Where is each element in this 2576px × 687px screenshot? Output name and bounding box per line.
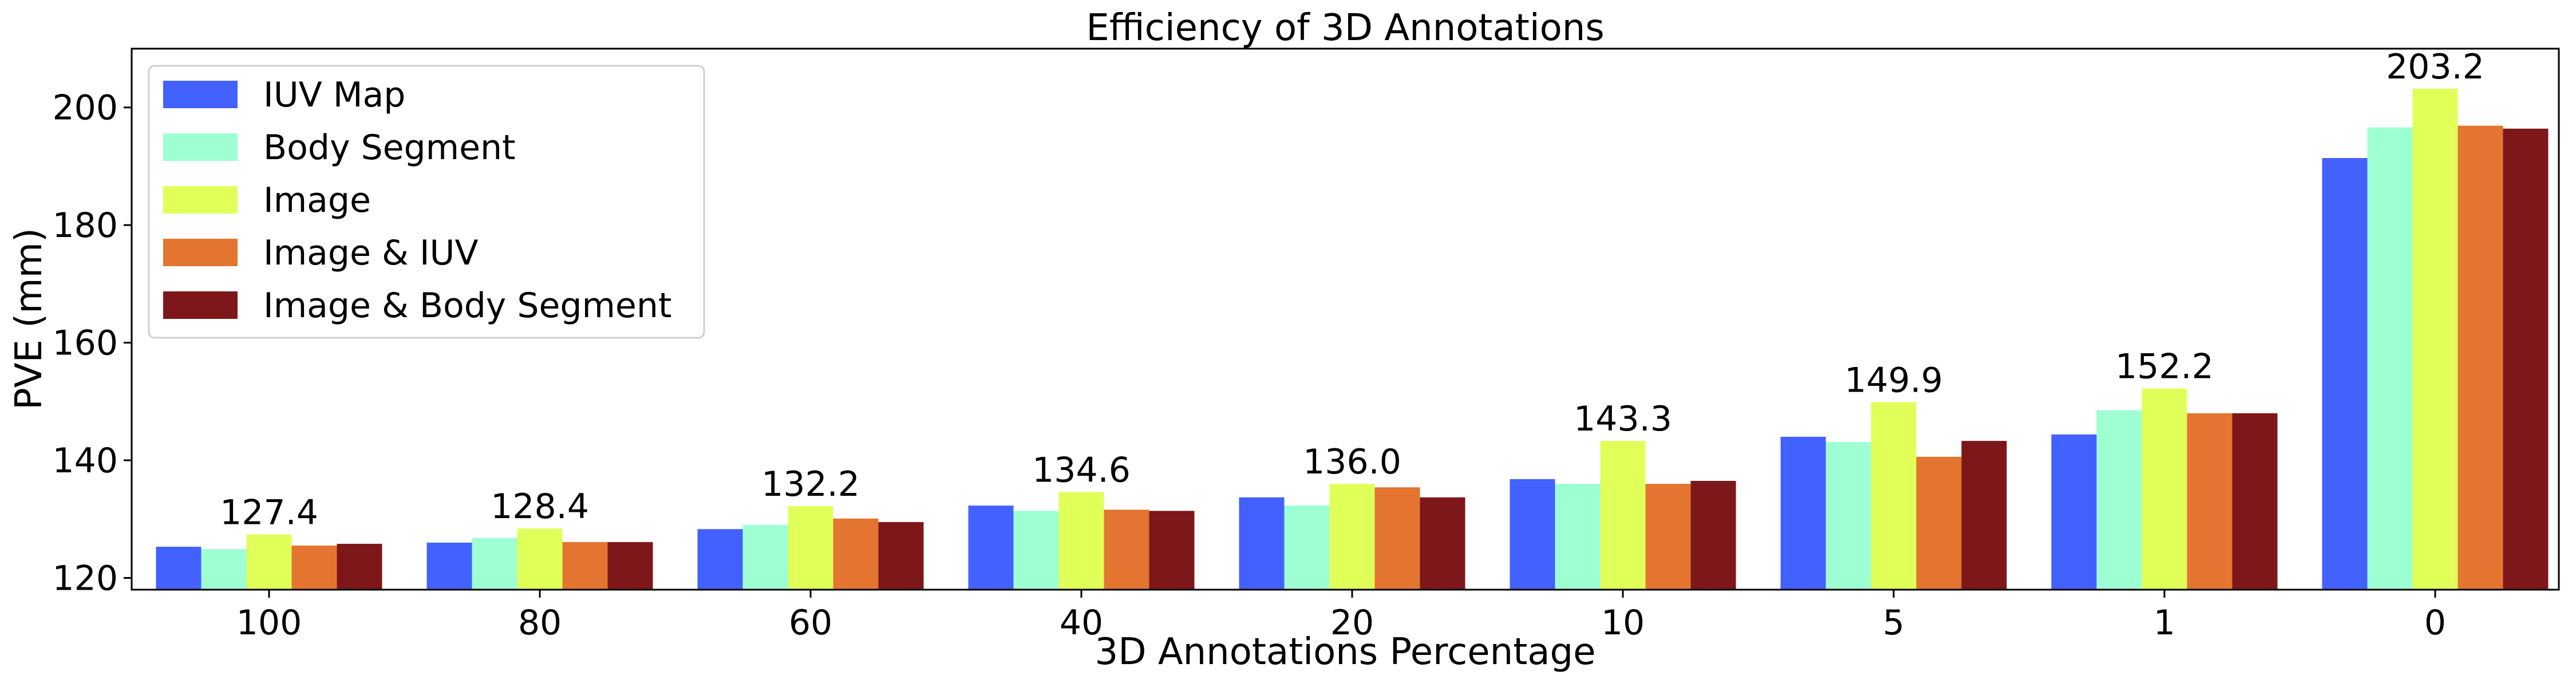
bar bbox=[2187, 413, 2233, 590]
legend-label: Image & Body Segment bbox=[263, 286, 671, 326]
legend-swatch bbox=[163, 186, 238, 214]
bar bbox=[1420, 497, 1465, 590]
bar bbox=[1104, 510, 1149, 590]
legend-label: Image bbox=[263, 180, 371, 220]
bar bbox=[246, 534, 292, 590]
x-tick-label: 10 bbox=[1601, 603, 1645, 643]
bars-layer bbox=[156, 88, 2549, 590]
legend-swatch bbox=[163, 133, 238, 161]
bar bbox=[2367, 127, 2413, 590]
bar bbox=[968, 506, 1014, 590]
bar bbox=[1149, 511, 1195, 590]
bar bbox=[788, 506, 833, 590]
legend-items: IUV Map Body Segment Image Image & IUV Image… bbox=[163, 75, 671, 326]
bar bbox=[1600, 441, 1646, 590]
data-labels-layer: 127.4 128.4 132.2 134.6 136.0 143.3 149.9 152.2… bbox=[220, 47, 2484, 533]
bar bbox=[1374, 487, 1420, 590]
bar bbox=[742, 525, 788, 590]
bar bbox=[1871, 402, 1917, 590]
data-label: 127.4 bbox=[220, 492, 318, 532]
bar bbox=[291, 545, 337, 590]
bar bbox=[2412, 88, 2458, 590]
bar bbox=[426, 542, 472, 590]
bar bbox=[562, 542, 608, 590]
y-axis: 120 140 160 180 200 bbox=[52, 88, 132, 598]
chart-title: Efficiency of 3D Annotations bbox=[1086, 7, 1604, 49]
data-label: 149.9 bbox=[1844, 360, 1943, 400]
bar bbox=[697, 529, 743, 590]
data-label: 143.3 bbox=[1574, 399, 1672, 439]
data-label: 203.2 bbox=[2386, 47, 2484, 87]
legend-swatch bbox=[163, 81, 238, 108]
y-tick-label: 160 bbox=[52, 323, 118, 364]
legend-swatch bbox=[163, 239, 238, 266]
x-tick-label: 60 bbox=[789, 603, 832, 643]
bar bbox=[1284, 506, 1330, 590]
legend-label: IUV Map bbox=[263, 75, 405, 115]
bar bbox=[2142, 388, 2187, 590]
data-label: 134.6 bbox=[1032, 450, 1131, 490]
bar bbox=[2458, 125, 2503, 590]
x-tick-label: 100 bbox=[236, 603, 302, 643]
y-tick-label: 200 bbox=[52, 88, 118, 128]
bar bbox=[1826, 442, 1871, 590]
legend-label: Image & IUV bbox=[263, 233, 479, 273]
bar bbox=[517, 528, 563, 590]
bar bbox=[1058, 492, 1104, 590]
bar bbox=[1510, 479, 1555, 590]
x-tick-label: 80 bbox=[518, 603, 562, 643]
data-label: 132.2 bbox=[761, 464, 860, 504]
bar bbox=[2232, 413, 2278, 590]
bar bbox=[1329, 484, 1375, 590]
bar bbox=[1916, 456, 1962, 590]
x-tick-label: 20 bbox=[1330, 603, 1374, 643]
bar bbox=[1780, 436, 1826, 590]
bar bbox=[1961, 441, 2007, 590]
legend-swatch bbox=[163, 291, 238, 319]
bar bbox=[607, 542, 653, 590]
data-label: 152.2 bbox=[2115, 347, 2214, 387]
y-tick-label: 180 bbox=[52, 206, 118, 246]
bar bbox=[472, 538, 517, 590]
x-tick-label: 5 bbox=[1883, 603, 1905, 643]
y-axis-label: PVE (mm) bbox=[8, 228, 50, 410]
bar bbox=[2096, 410, 2142, 590]
bar bbox=[878, 522, 924, 590]
bar bbox=[2051, 434, 2097, 590]
legend: IUV Map Body Segment Image Image & IUV Image… bbox=[148, 65, 705, 339]
bar bbox=[2503, 128, 2549, 590]
data-label: 136.0 bbox=[1303, 442, 1401, 482]
bar bbox=[1555, 484, 1601, 590]
data-label: 128.4 bbox=[491, 487, 589, 527]
x-axis-label: 3D Annotations Percentage bbox=[1095, 631, 1595, 673]
y-tick-label: 120 bbox=[52, 558, 118, 598]
bar bbox=[1013, 511, 1059, 590]
bar bbox=[156, 547, 202, 590]
x-axis: 100 80 60 40 20 10 5 1 0 bbox=[236, 590, 2446, 643]
bar bbox=[2322, 158, 2368, 590]
x-tick-label: 0 bbox=[2424, 603, 2446, 643]
y-tick-label: 140 bbox=[52, 441, 118, 481]
x-tick-label: 1 bbox=[2154, 603, 2175, 643]
legend-label: Body Segment bbox=[263, 128, 516, 168]
bar bbox=[1690, 480, 1736, 590]
bar bbox=[1645, 484, 1691, 590]
legend-frame bbox=[148, 65, 705, 339]
bar bbox=[1239, 497, 1285, 590]
x-tick-label: 40 bbox=[1060, 603, 1103, 643]
bar bbox=[337, 543, 382, 590]
bar bbox=[201, 549, 247, 590]
bar bbox=[833, 518, 879, 590]
plot-frame bbox=[131, 48, 2560, 591]
